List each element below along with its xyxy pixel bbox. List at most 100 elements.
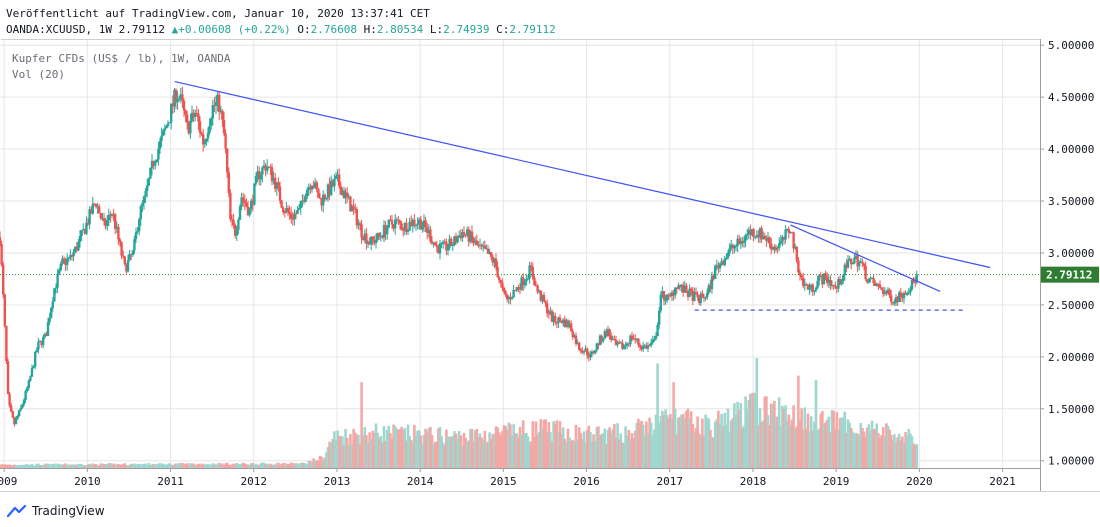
volume-bar bbox=[550, 441, 554, 468]
candle-body bbox=[915, 274, 918, 283]
volume-bar bbox=[67, 464, 71, 468]
volume-bar bbox=[533, 436, 536, 468]
candle-body bbox=[242, 197, 245, 201]
candle-body bbox=[67, 257, 70, 259]
volume-bar bbox=[185, 463, 189, 468]
last-price-badge bbox=[1041, 266, 1099, 283]
candle-body bbox=[123, 256, 126, 265]
candle-body bbox=[454, 236, 458, 243]
volume-bar bbox=[365, 435, 368, 468]
volume-bar bbox=[432, 444, 435, 468]
x-tick-label: 2015 bbox=[490, 475, 517, 488]
candle-body bbox=[896, 297, 899, 303]
candle-body bbox=[726, 253, 730, 258]
volume-bar bbox=[406, 424, 410, 468]
volume-bar bbox=[105, 464, 109, 468]
candle-body bbox=[566, 320, 570, 328]
candle-body bbox=[742, 240, 746, 243]
volume-bar bbox=[117, 464, 120, 468]
volume-bar bbox=[145, 464, 149, 468]
price-chart[interactable]: 5.00000 4.50000 4.00000 3.50000 3.00000 2.500… bbox=[0, 0, 1100, 500]
volume-bar bbox=[491, 433, 495, 468]
volume-bar bbox=[350, 444, 354, 468]
volume-bar bbox=[321, 460, 325, 468]
x-tick-label: 2016 bbox=[573, 475, 600, 488]
candle-body bbox=[128, 254, 131, 261]
volume-bar bbox=[811, 430, 815, 468]
volume-bar bbox=[240, 463, 243, 468]
candle-body bbox=[907, 292, 910, 294]
volume-bar bbox=[91, 463, 95, 468]
volume-bar bbox=[643, 435, 647, 468]
candle-body bbox=[536, 285, 539, 292]
candle-body bbox=[866, 279, 869, 283]
volume-bar bbox=[233, 464, 237, 468]
volume-bar bbox=[181, 462, 184, 468]
candle-body bbox=[790, 232, 794, 234]
candle-body bbox=[667, 294, 670, 296]
candle-body bbox=[150, 160, 154, 168]
volume-bar bbox=[30, 463, 34, 468]
candle-body bbox=[613, 339, 616, 341]
candle-body bbox=[96, 206, 99, 208]
volume-bar bbox=[686, 408, 690, 468]
volume-bar bbox=[576, 439, 579, 468]
volume-bar bbox=[49, 464, 53, 468]
volume-bar bbox=[766, 415, 770, 468]
candle-body bbox=[296, 209, 299, 214]
volume-bar bbox=[505, 429, 509, 468]
volume-bar bbox=[85, 465, 88, 468]
candle-body bbox=[117, 226, 120, 240]
volume-bar bbox=[192, 463, 195, 468]
candle-body bbox=[570, 323, 573, 332]
volume-bar bbox=[865, 427, 869, 468]
volume-bar bbox=[478, 433, 482, 468]
candle-body bbox=[190, 112, 194, 121]
volume-bar bbox=[217, 462, 221, 468]
candle-body bbox=[909, 289, 912, 293]
volume-bar bbox=[512, 424, 515, 468]
volume-bar bbox=[488, 432, 491, 468]
volume-bar bbox=[609, 432, 613, 468]
volume-bar bbox=[552, 421, 555, 468]
candle-body bbox=[197, 113, 200, 122]
volume-bar bbox=[89, 464, 93, 468]
volume-bar bbox=[701, 418, 704, 468]
volume-bar bbox=[691, 424, 695, 468]
volume-bar bbox=[53, 463, 56, 468]
volume-bar bbox=[907, 428, 911, 468]
volume-bar bbox=[880, 435, 883, 468]
volume-bar bbox=[366, 442, 370, 468]
volume-bar bbox=[835, 412, 839, 468]
candle-body bbox=[165, 125, 168, 129]
candle-body bbox=[525, 278, 528, 282]
candle-body bbox=[635, 338, 638, 340]
candle-body bbox=[138, 219, 141, 232]
volume-bar bbox=[793, 428, 797, 468]
candle-body bbox=[146, 185, 149, 192]
candle-body bbox=[792, 232, 795, 249]
candle-body bbox=[270, 167, 274, 182]
volume-bar bbox=[872, 429, 875, 468]
volume-bar bbox=[710, 436, 714, 468]
volume-bar bbox=[776, 416, 779, 468]
candle-body bbox=[104, 220, 107, 227]
volume-bar bbox=[280, 463, 283, 468]
candle-body bbox=[614, 339, 618, 345]
volume-bar bbox=[597, 426, 600, 468]
volume-bar bbox=[853, 434, 856, 468]
candle-body bbox=[83, 229, 86, 234]
candle-body bbox=[507, 297, 510, 300]
volume-bar bbox=[369, 438, 373, 468]
candle-body bbox=[405, 222, 408, 232]
volume-bar bbox=[549, 432, 552, 468]
tradingview-footer[interactable]: TradingView bbox=[6, 502, 105, 520]
candle-body bbox=[406, 230, 410, 232]
volume-bar bbox=[680, 414, 683, 468]
volume-bar bbox=[881, 427, 885, 468]
volume-bar bbox=[166, 463, 170, 468]
candle-body bbox=[110, 214, 114, 216]
volume-bar bbox=[504, 426, 507, 468]
candle-body bbox=[21, 404, 24, 408]
candle-body bbox=[747, 229, 750, 235]
